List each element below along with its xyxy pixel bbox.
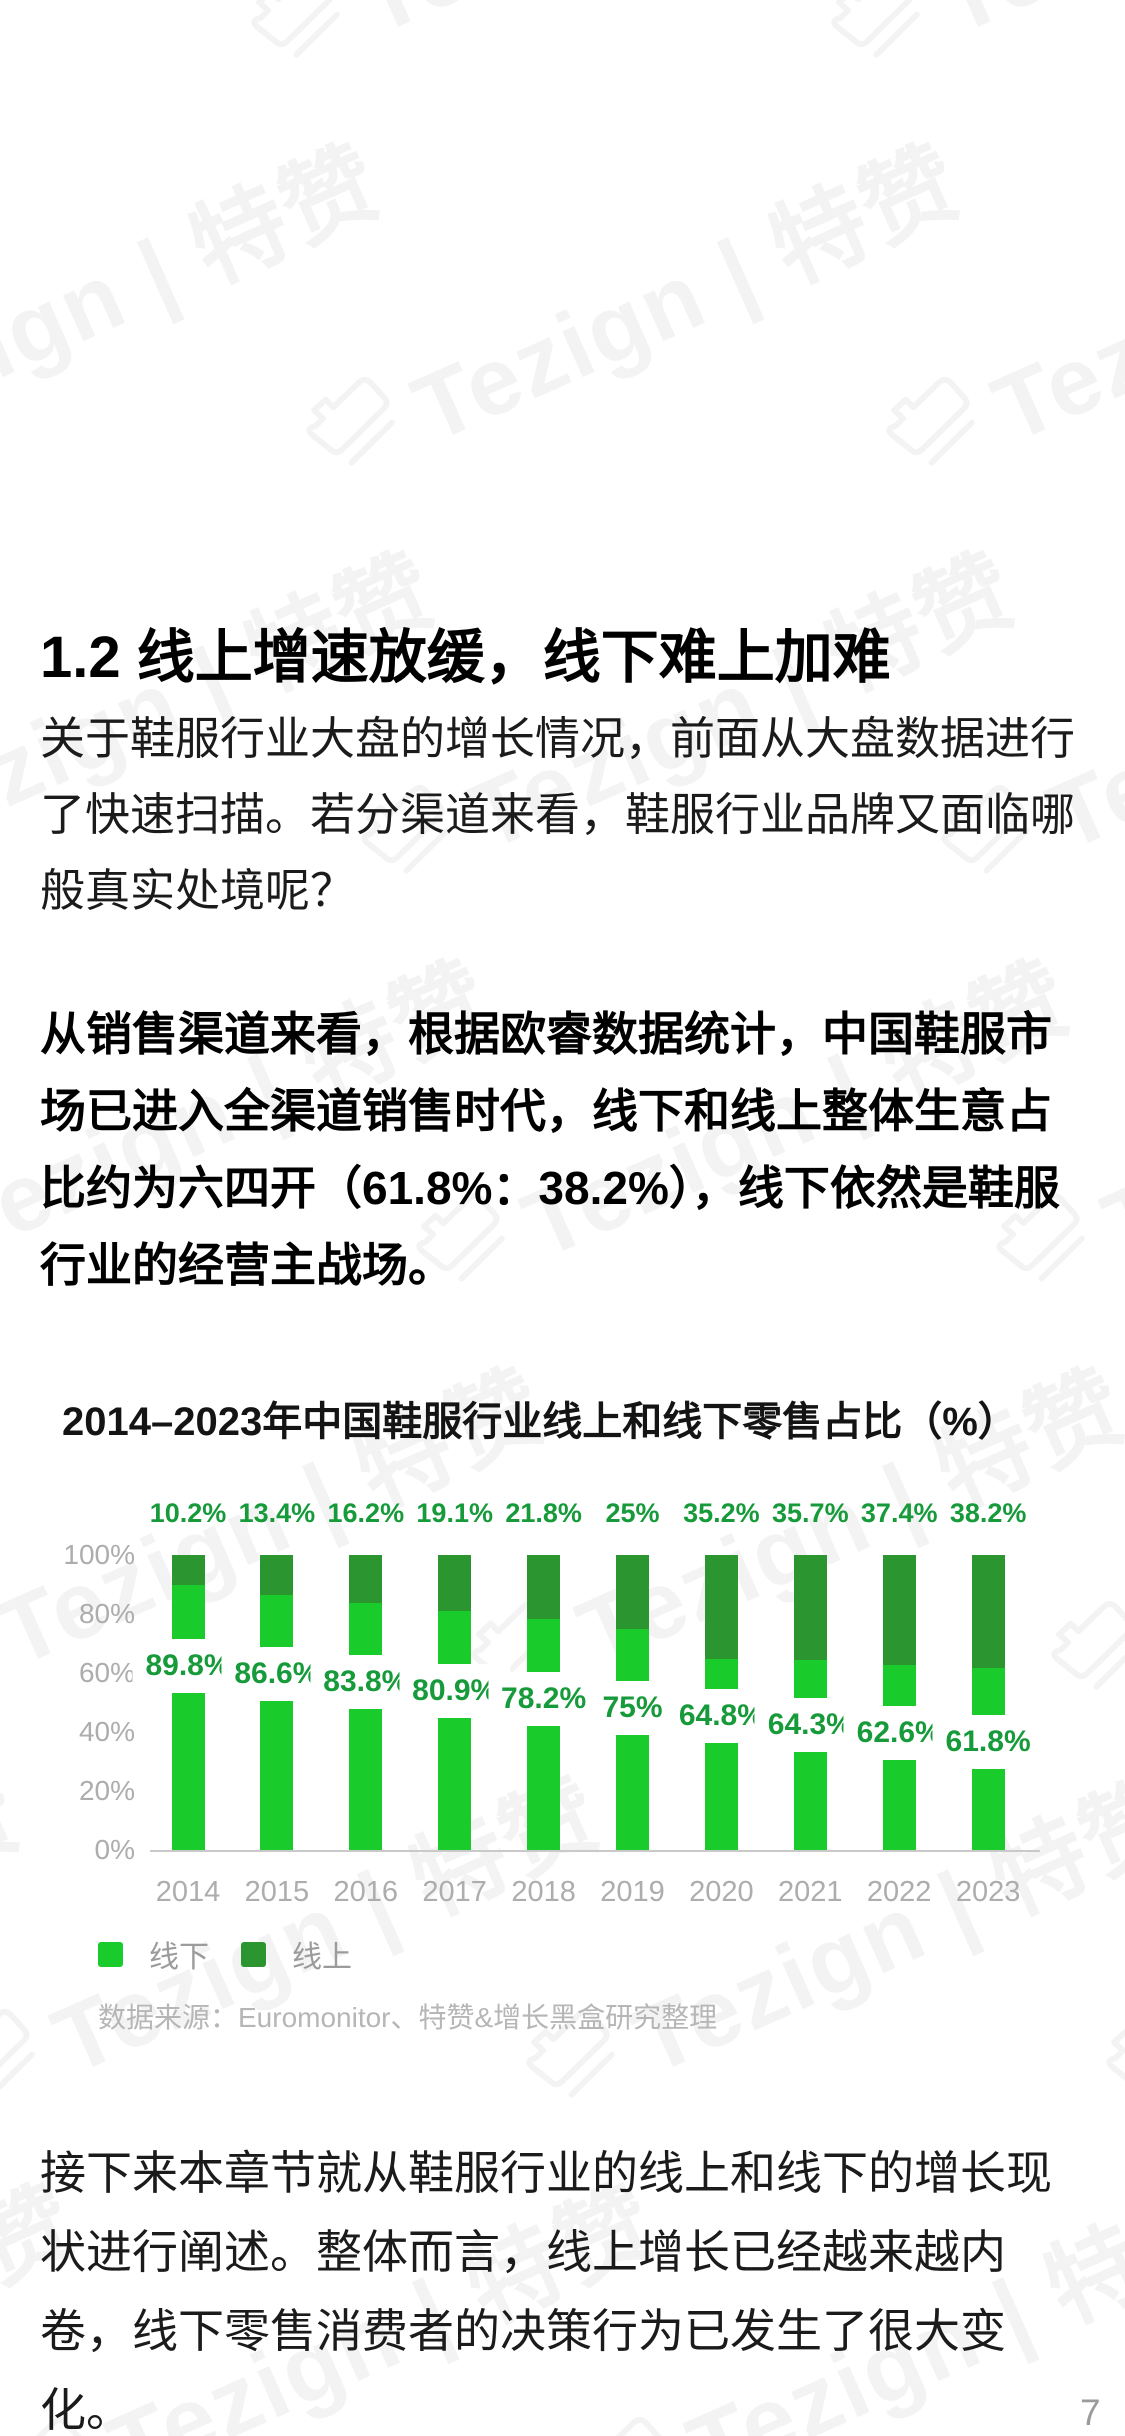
- y-axis-tick-label: 0%: [94, 1834, 135, 1865]
- key-insight-paragraph: 从销售渠道来看，根据欧睿数据统计，中国鞋服市场已进入全渠道销售时代，线下和线上整…: [40, 1008, 1060, 1291]
- bar-2021-online-segment: [793, 1555, 827, 1661]
- closing-paragraph: 接下来本章节就从鞋服行业的线上和线下的增长现状进行阐述。整体而言，线上增长已经越…: [40, 2147, 1052, 2436]
- bar-2016-online-segment: [349, 1555, 383, 1603]
- x-axis-label-2017: 2017: [422, 1876, 487, 1908]
- watermark: Tezign | 特赞: [0, 106, 399, 519]
- x-axis-label-2020: 2020: [689, 1876, 754, 1908]
- y-axis-tick-label: 40%: [78, 1716, 135, 1747]
- watermark: Tezign | 特赞: [277, 106, 979, 519]
- bar-2023-online-segment: [971, 1555, 1005, 1668]
- chart-plot-area: 100% 80% 60% 40% 20% 0% 89.8% 86.6% 83.8% 80.9% 78…: [0, 1539, 1125, 1865]
- watermark: Tezign | 特赞: [222, 0, 924, 111]
- bar-2019-offline-segment: [616, 1628, 649, 1850]
- watermark-text: Tezign | 特赞: [0, 106, 399, 469]
- legend-label: 线下: [149, 1941, 209, 1974]
- tezign-logo-icon: [807, 0, 944, 99]
- chart-source: 数据来源：Euromonitor、特赞&增长黑盒研究整理: [98, 2002, 718, 2033]
- x-axis-label-2021: 2021: [778, 1876, 843, 1908]
- watermark-text: Tezign | 特赞: [969, 106, 1125, 469]
- x-axis-line: [150, 1850, 1040, 1852]
- x-axis-label-2018: 2018: [511, 1876, 576, 1908]
- legend-swatch: [241, 1941, 266, 1967]
- x-axis-label-2014: 2014: [155, 1876, 221, 1908]
- online-share-labels: 10.2% 13.4% 16.2% 19.1% 21.8% 25% 35.2% 35.7% 37…: [0, 1498, 1125, 1534]
- online-share-label: 21.8%: [505, 1498, 582, 1528]
- bar-2018-online-segment: [527, 1555, 561, 1620]
- watermark: Tezign | 特赞: [857, 106, 1125, 519]
- tezign-logo-icon: [227, 0, 364, 99]
- online-share-label: 13.4%: [238, 1498, 316, 1528]
- section-heading: 1.2 线上增速放缓，线下难上加难: [40, 625, 891, 690]
- tezign-logo-icon: [1082, 1997, 1125, 2139]
- x-axis-label-2022: 2022: [866, 1876, 932, 1908]
- x-axis-label-2023: 2023: [955, 1876, 1021, 1908]
- bar-2018-offline-segment: [527, 1619, 561, 1850]
- x-axis-label-2019: 2019: [600, 1876, 665, 1908]
- tezign-logo-icon: [0, 1997, 59, 2139]
- online-share-label: 35.7%: [772, 1498, 849, 1528]
- legend-item-线上: 线上: [241, 1932, 352, 1976]
- offline-share-label: 64.8%: [665, 1689, 777, 1744]
- watermark: Tezign | 特赞: [802, 0, 1125, 111]
- bar-2014-online-segment: [171, 1555, 205, 1586]
- watermark-text: Tezign | 特赞: [0, 0, 344, 61]
- legend-label: 线上: [292, 1941, 352, 1974]
- offline-share-label: 78.2%: [488, 1672, 600, 1727]
- bar-2022-online-segment: [882, 1555, 916, 1666]
- bar-2015-offline-segment: [260, 1594, 294, 1850]
- online-share-label: 16.2%: [327, 1498, 405, 1528]
- online-share-label: 25%: [605, 1498, 660, 1528]
- legend-item-线下: 线下: [98, 1932, 209, 1976]
- online-share-label: 10.2%: [149, 1498, 227, 1528]
- y-axis-tick-label: 80%: [78, 1598, 135, 1629]
- offline-share-label: 75%: [589, 1680, 676, 1735]
- online-share-label: 19.1%: [416, 1498, 493, 1528]
- offline-share-label: 61.8%: [932, 1714, 1044, 1769]
- bar-2019-online-segment: [616, 1555, 649, 1629]
- bar-2017-offline-segment: [438, 1611, 472, 1850]
- page-number: 7: [1080, 2392, 1101, 2433]
- watermark-text: Tezign | 特赞: [334, 0, 924, 61]
- tezign-logo-icon: [862, 365, 999, 507]
- bar-2014-offline-segment: [171, 1585, 205, 1850]
- chart-title: 2014–2023年中国鞋服行业线上和线下零售占比（%）: [62, 1400, 1018, 1444]
- x-axis-label-2015: 2015: [244, 1876, 310, 1908]
- bar-2021-offline-segment: [793, 1660, 827, 1850]
- bar-2015-online-segment: [260, 1555, 294, 1595]
- x-axis-labels: 2014 2015 2016 2017 2018 2019 2020 2021 2022 2023: [0, 1876, 1125, 1912]
- intro-paragraph: 关于鞋服行业大盘的增长情况，前面从大盘数据进行了快速扫描。若分渠道来看，鞋服行业…: [40, 713, 1076, 916]
- online-share-label: 35.2%: [683, 1498, 760, 1528]
- y-axis-tick-label: 60%: [78, 1657, 135, 1688]
- online-share-label: 37.4%: [860, 1498, 938, 1528]
- legend-swatch: [98, 1941, 123, 1967]
- online-share-label: 38.2%: [949, 1498, 1027, 1528]
- watermark-text: Tezign | 特赞: [389, 106, 979, 469]
- bar-2017-online-segment: [438, 1555, 472, 1612]
- watermark-text: Tezign | 特赞: [914, 0, 1125, 61]
- chart-legend: 线下 线上: [98, 1932, 352, 1976]
- y-axis-tick-label: 20%: [78, 1775, 135, 1806]
- x-axis-label-2016: 2016: [333, 1876, 399, 1908]
- bar-2020-offline-segment: [704, 1658, 738, 1850]
- y-axis-tick-label: 100%: [63, 1539, 135, 1570]
- watermark: Tezign | 特赞: [0, 0, 344, 111]
- bar-2016-offline-segment: [349, 1602, 383, 1850]
- bar-2020-online-segment: [704, 1555, 738, 1659]
- tezign-logo-icon: [282, 365, 419, 507]
